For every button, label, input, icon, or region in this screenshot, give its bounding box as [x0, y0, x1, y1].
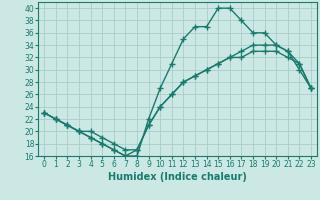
X-axis label: Humidex (Indice chaleur): Humidex (Indice chaleur): [108, 172, 247, 182]
